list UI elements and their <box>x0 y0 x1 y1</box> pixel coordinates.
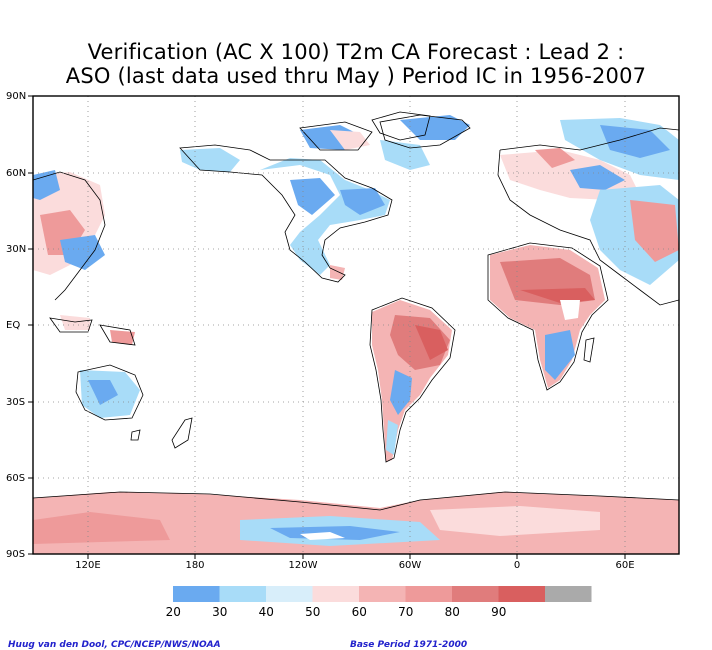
lat-label-90n: 90N <box>6 91 27 102</box>
coastlines <box>33 111 679 511</box>
colorbar-tick-label: 80 <box>444 605 460 619</box>
colorbar-swatch <box>498 586 545 602</box>
lat-label-30n: 30N <box>6 244 27 255</box>
colorbar-tick-label: 20 <box>165 605 181 619</box>
map-title-line2: ASO (last data used thru May ) Period IC… <box>65 64 647 88</box>
lat-label-30s: 30S <box>6 397 26 408</box>
lat-label-eq: EQ <box>6 320 21 331</box>
lon-label-120w: 120W <box>288 560 318 571</box>
colorbar-tick-label: 40 <box>258 605 274 619</box>
colorbar-tick-label: 50 <box>305 605 321 619</box>
lon-label-180: 180 <box>185 560 205 571</box>
colorbar-swatch <box>545 586 592 602</box>
map-title-line1: Verification (AC X 100) T2m CA Forecast … <box>87 40 625 64</box>
lon-label-60e: 60E <box>615 560 635 571</box>
colorbar-tick-label: 30 <box>212 605 228 619</box>
lon-label-120e: 120E <box>75 560 101 571</box>
colorbar-swatch <box>173 586 220 602</box>
colorbar-tick-label: 60 <box>351 605 367 619</box>
colorbar-tick-label: 70 <box>398 605 414 619</box>
lon-label-60w: 60W <box>398 560 422 571</box>
lat-label-60n: 60N <box>6 168 27 179</box>
colorbar-swatch <box>452 586 499 602</box>
credit-base-period: Base Period 1971-2000 <box>350 640 468 650</box>
lat-label-90s: 90S <box>6 549 26 560</box>
colorbar-swatch <box>359 586 406 602</box>
colorbar-swatch <box>219 586 266 602</box>
credit-author: Huug van den Dool, CPC/NCEP/NWS/NOAA <box>8 640 221 650</box>
colorbar-swatch <box>405 586 452 602</box>
lat-label-60s: 60S <box>6 473 26 484</box>
colorbar-swatch <box>312 586 359 602</box>
colorbar-tick-label: 90 <box>491 605 507 619</box>
colorbar <box>173 586 592 602</box>
colorbar-swatch <box>266 586 313 602</box>
lon-label-0: 0 <box>513 560 521 571</box>
